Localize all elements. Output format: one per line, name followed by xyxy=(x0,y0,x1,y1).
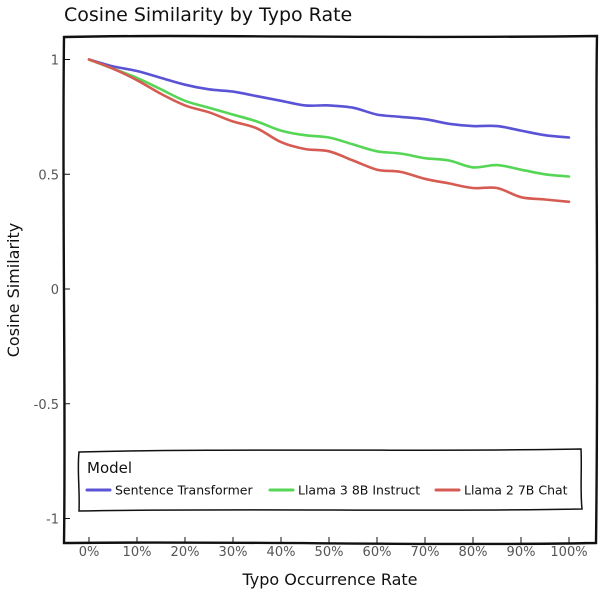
legend-box xyxy=(77,448,583,512)
legend-title: Model xyxy=(87,459,132,477)
x-tick-label: 60% xyxy=(363,545,392,560)
x-tick-label: 50% xyxy=(315,545,344,560)
x-tick-label: 100% xyxy=(550,545,587,560)
chart-title: Cosine Similarity by Typo Rate xyxy=(64,4,352,26)
y-tick-label: 1 xyxy=(51,54,59,69)
legend-label-1: Sentence Transformer xyxy=(115,483,253,498)
x-axis-title: Typo Occurrence Rate xyxy=(241,570,417,589)
series-lines xyxy=(87,58,571,204)
y-tick-label: -1 xyxy=(46,513,59,528)
x-tick-label: 90% xyxy=(507,545,536,560)
y-tick-label: 0.5 xyxy=(38,168,59,183)
x-tick-label: 30% xyxy=(219,545,248,560)
legend-label-2: Llama 3 8B Instruct xyxy=(298,483,420,498)
x-tick-label: 70% xyxy=(411,545,440,560)
series-line-1 xyxy=(87,58,571,139)
series-line-3 xyxy=(87,58,571,204)
x-tick-label: 10% xyxy=(123,545,152,560)
y-tick-label: -0.5 xyxy=(34,398,59,413)
legend-items: Sentence Transformer Llama 3 8B Instruct L… xyxy=(85,483,568,498)
series-line-2 xyxy=(87,58,571,178)
legend: Model Sentence Transformer Llama 3 8B Ins… xyxy=(77,448,583,512)
y-tick-label: 0 xyxy=(51,283,59,298)
x-tick-label: 20% xyxy=(171,545,200,560)
x-tick-label: 80% xyxy=(459,545,488,560)
legend-label-3: Llama 2 7B Chat xyxy=(464,483,568,498)
y-axis-title: Cosine Similarity xyxy=(4,223,23,357)
x-tick-label: 0% xyxy=(79,545,100,560)
axis-ticks: 0% 10% 20% 30% 40% 50% 60% 70% 80% 90% 100% 1 0.5 0 -0… xyxy=(34,54,588,561)
x-tick-label: 40% xyxy=(267,545,296,560)
plot-frame xyxy=(62,34,599,546)
